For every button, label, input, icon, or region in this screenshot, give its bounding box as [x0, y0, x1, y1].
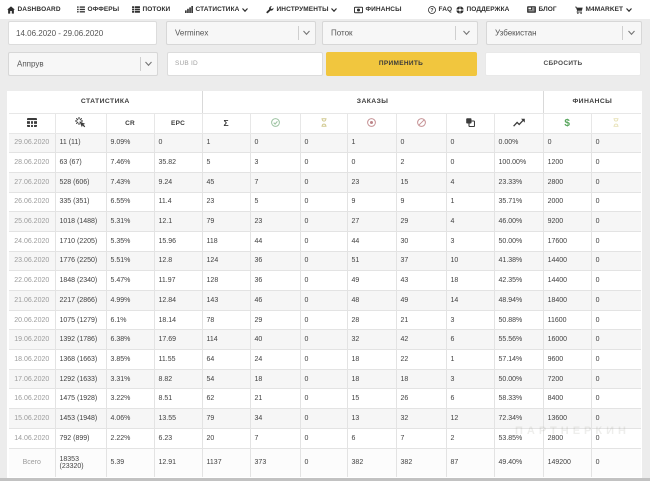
svg-text:?: ? [430, 7, 433, 13]
